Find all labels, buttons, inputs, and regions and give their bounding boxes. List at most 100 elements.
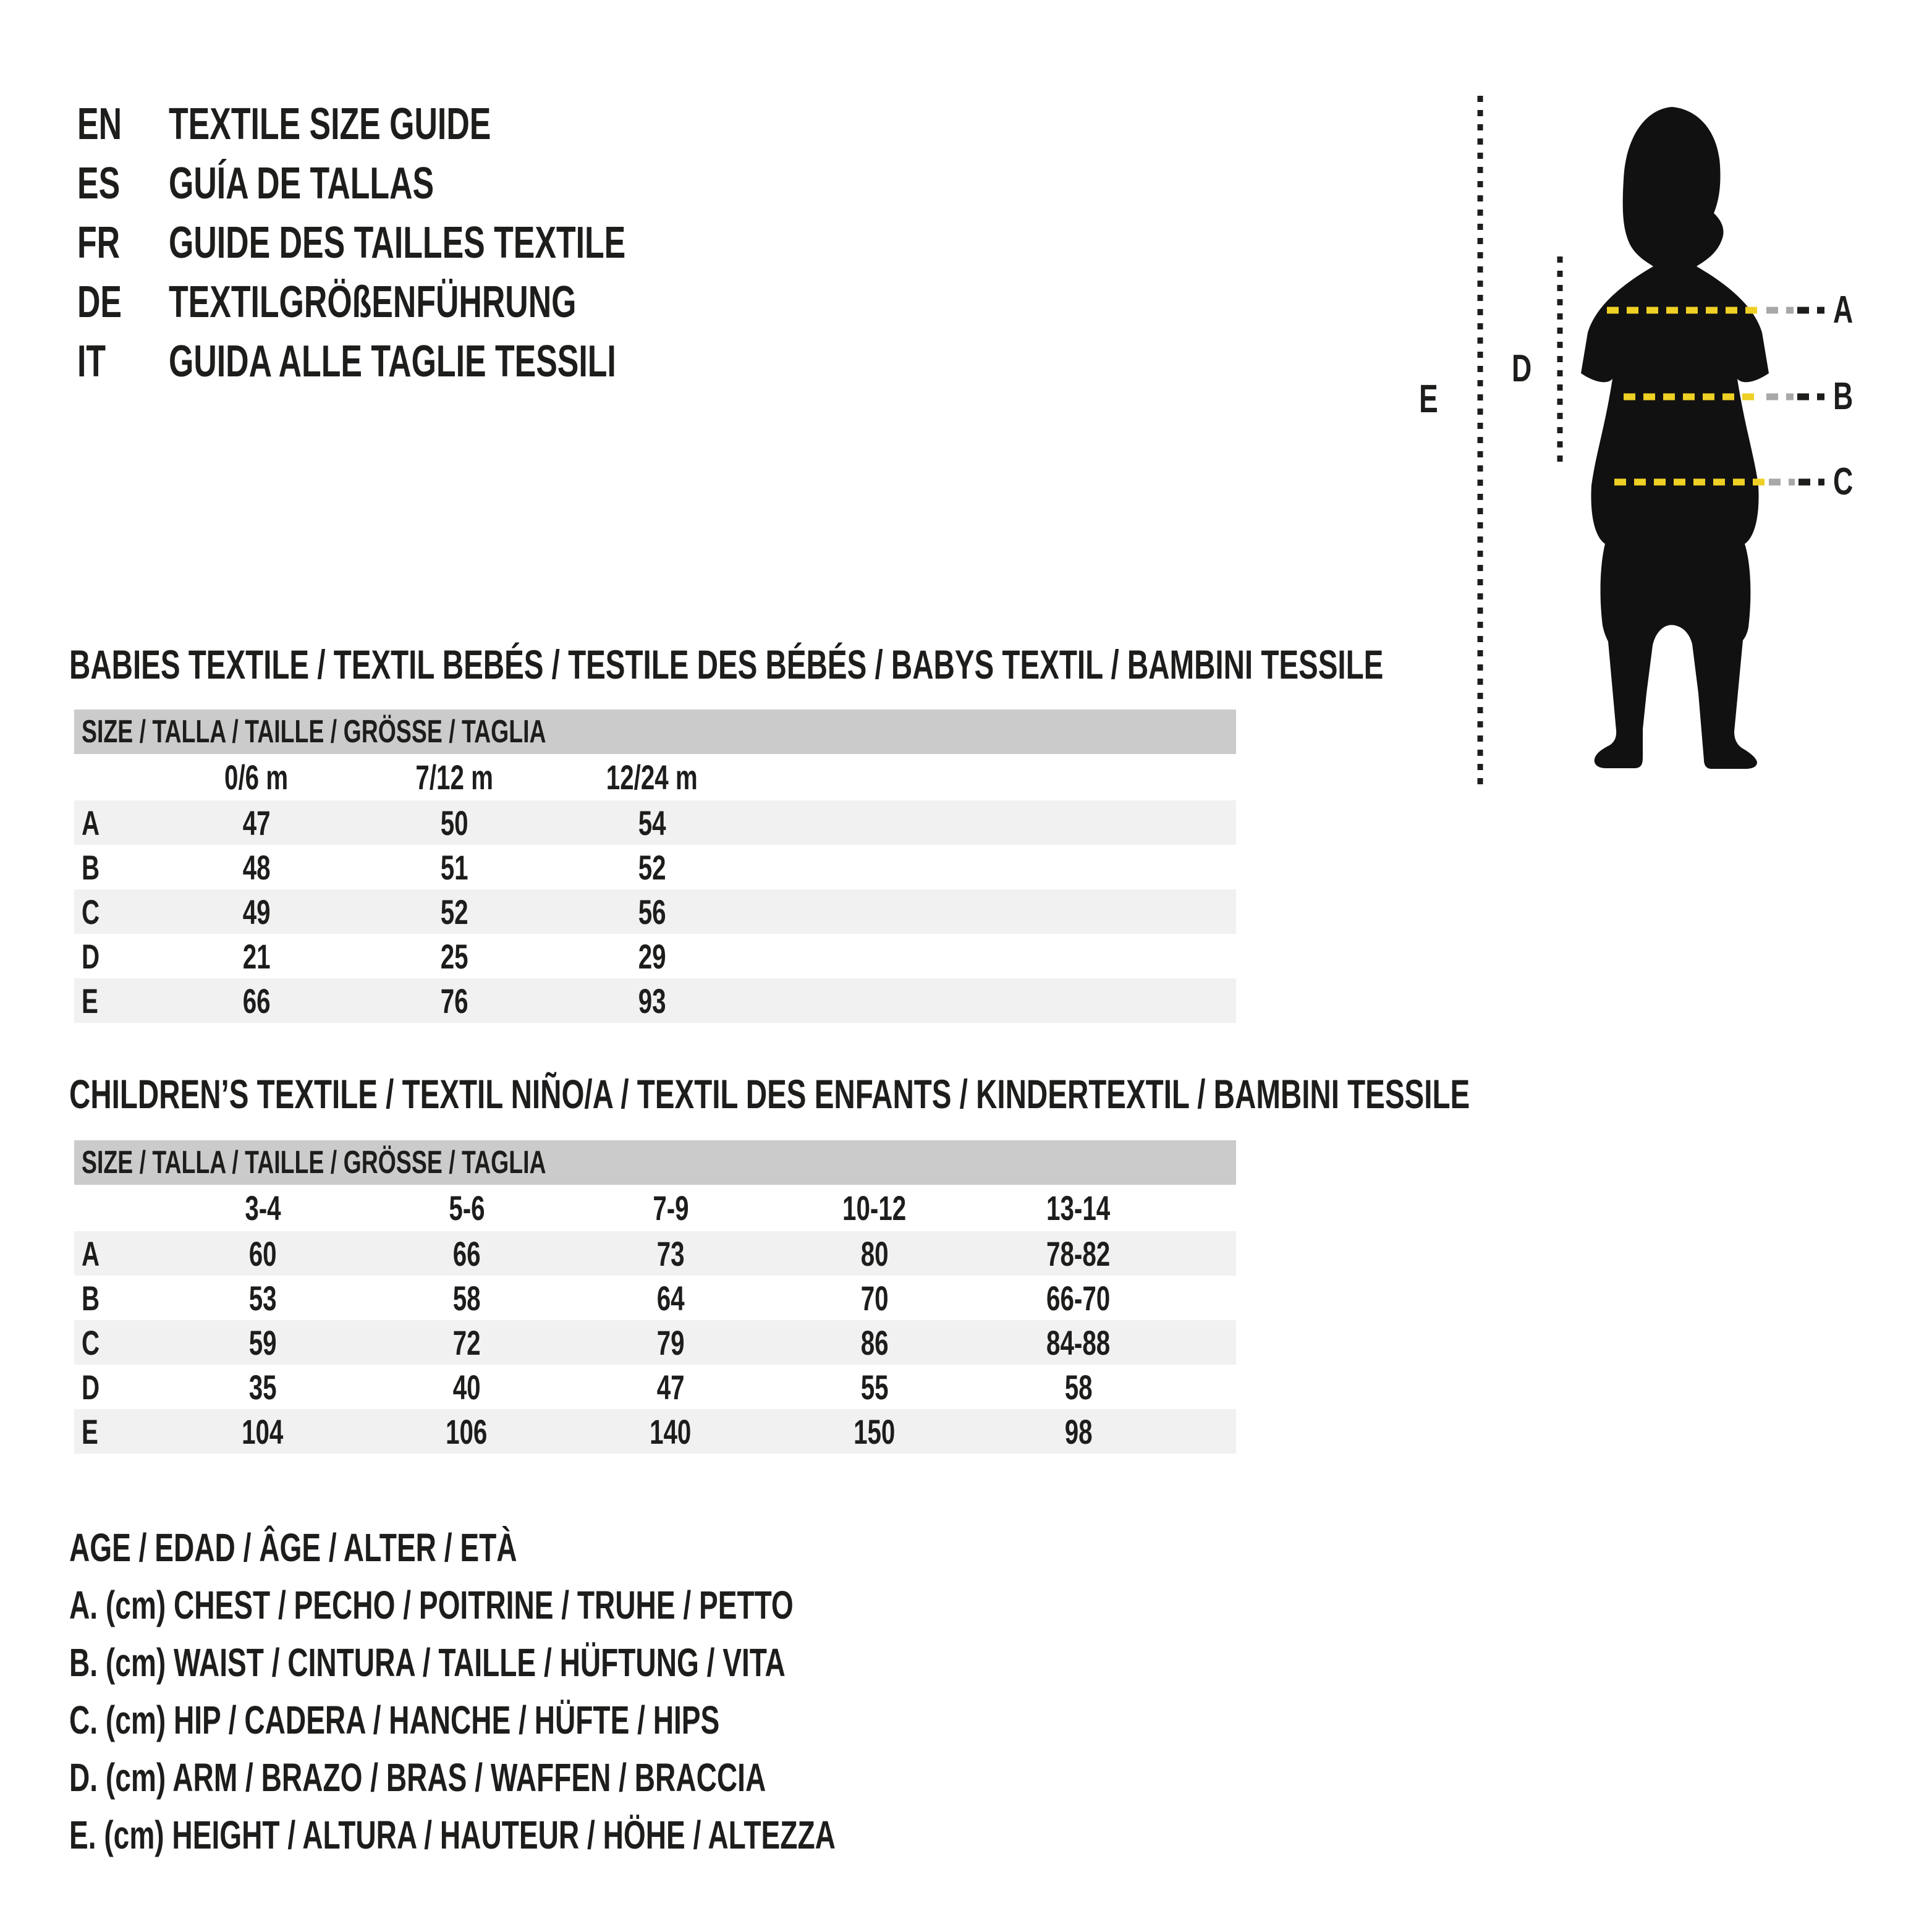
cell-value: 104 — [242, 1412, 284, 1451]
cell: 50 — [355, 803, 553, 843]
table-row: C 59 72 79 86 84-88 — [74, 1320, 1236, 1365]
cell: 29 — [553, 936, 751, 977]
cell: 79 — [569, 1323, 773, 1363]
legend-text: AGE / EDAD / ÂGE / ALTER / ETÀ — [69, 1525, 517, 1570]
column-header-text: 10-12 — [842, 1188, 907, 1227]
figure-label-b: B — [1833, 378, 1861, 416]
child-silhouette — [1581, 107, 1769, 769]
column-header: 7/12 m — [355, 757, 553, 797]
lang-code-box: IT — [77, 332, 169, 391]
babies-section-title-text: BABIES TEXTILE / TEXTIL BEBÉS / TESTILE … — [69, 642, 1384, 687]
row-label-text: A — [82, 803, 100, 842]
cell: 51 — [355, 847, 553, 888]
figure-label-a-text: A — [1833, 289, 1854, 331]
cell: 64 — [569, 1278, 773, 1318]
cell-value: 78-82 — [1046, 1234, 1111, 1273]
babies-table: SIZE / TALLA / TAILLE / GRÖSSE / TAGLIA … — [74, 710, 1236, 1023]
cell-value: 58 — [1064, 1367, 1093, 1407]
cell-value: 55 — [860, 1367, 889, 1407]
cell-value: 66 — [242, 981, 271, 1020]
lang-code: IT — [77, 337, 106, 386]
cell: 60 — [161, 1234, 365, 1274]
lang-row-es: ES GUÍA DE TALLAS — [77, 154, 803, 213]
legend-line-hip: C. (cm) HIP / CADERA / HANCHE / HÜFTE / … — [69, 1692, 1133, 1749]
cell: 66 — [365, 1234, 569, 1274]
figure-label-c: C — [1833, 463, 1861, 501]
cell: 25 — [355, 936, 553, 977]
cell-value: 72 — [452, 1323, 481, 1362]
cell: 59 — [161, 1323, 365, 1363]
lang-row-it: IT GUIDA ALLE TAGLIE TESSILI — [77, 332, 803, 391]
figure-label-d: D — [1512, 350, 1540, 388]
babies-size-header-text: SIZE / TALLA / TAILLE / GRÖSSE / TAGLIA — [82, 714, 546, 750]
column-header-text: 0/6 m — [224, 758, 289, 797]
figure-label-d-text: D — [1512, 347, 1532, 390]
legend-text: A. (cm) CHEST / PECHO / POITRINE / TRUHE… — [69, 1583, 794, 1627]
row-label-text: C — [82, 1323, 100, 1362]
cell-value: 76 — [440, 981, 468, 1020]
cell: 58 — [365, 1278, 569, 1318]
child-silhouette-figure — [1477, 96, 1824, 791]
guide-title: GUÍA DE TALLAS — [169, 159, 434, 208]
cell-value: 106 — [446, 1412, 488, 1451]
row-label: B — [74, 1278, 161, 1318]
cell-value: 25 — [440, 936, 468, 976]
legend-line-age: AGE / EDAD / ÂGE / ALTER / ETÀ — [69, 1519, 1133, 1577]
cell: 35 — [161, 1367, 365, 1407]
children-size-header-text: SIZE / TALLA / TAILLE / GRÖSSE / TAGLIA — [82, 1145, 546, 1180]
figure-label-b-text: B — [1833, 375, 1854, 418]
cell: 53 — [161, 1278, 365, 1318]
column-header: 12/24 m — [553, 757, 751, 797]
cell: 73 — [569, 1234, 773, 1274]
cell-value: 58 — [452, 1278, 481, 1318]
cell: 40 — [365, 1367, 569, 1407]
legend-text: E. (cm) HEIGHT / ALTURA / HAUTEUR / HÖHE… — [69, 1813, 836, 1857]
row-label: E — [74, 1412, 161, 1452]
legend-line-chest: A. (cm) CHEST / PECHO / POITRINE / TRUHE… — [69, 1577, 1133, 1634]
measurement-legend: AGE / EDAD / ÂGE / ALTER / ETÀ A. (cm) C… — [69, 1519, 1133, 1864]
table-row: C 49 52 56 — [74, 889, 1236, 934]
cell-value: 50 — [440, 803, 468, 842]
cell: 72 — [365, 1323, 569, 1363]
row-label: C — [74, 892, 158, 932]
cell: 58 — [977, 1367, 1180, 1407]
row-label-text: E — [82, 1412, 98, 1451]
babies-size-header-bar: SIZE / TALLA / TAILLE / GRÖSSE / TAGLIA — [74, 710, 1236, 754]
lang-code: DE — [77, 278, 122, 327]
cell-value: 150 — [854, 1412, 896, 1451]
cell: 47 — [569, 1367, 773, 1407]
row-label-text: B — [82, 1278, 100, 1318]
cell: 56 — [553, 892, 751, 932]
figure-label-e-text: E — [1419, 376, 1438, 421]
guide-title: GUIDE DES TAILLES TEXTILE — [169, 218, 626, 268]
cell: 93 — [553, 981, 751, 1021]
cell: 78-82 — [977, 1234, 1180, 1274]
row-label-text: E — [82, 981, 98, 1020]
cell-value: 53 — [248, 1278, 277, 1318]
table-row: E 66 76 93 — [74, 978, 1236, 1023]
cell: 54 — [553, 803, 751, 843]
table-row: A 60 66 73 80 78-82 — [74, 1231, 1236, 1276]
language-title-list: EN TEXTILE SIZE GUIDE ES GUÍA DE TALLAS … — [77, 95, 803, 391]
cell: 66-70 — [977, 1278, 1180, 1318]
cell-value: 79 — [656, 1323, 685, 1362]
cell-value: 86 — [860, 1323, 889, 1362]
lang-code-box: ES — [77, 154, 169, 213]
cell: 49 — [158, 892, 355, 932]
children-section-title-text: CHILDREN’S TEXTILE / TEXTIL NIÑO/A / TEX… — [69, 1071, 1470, 1117]
legend-line-height: E. (cm) HEIGHT / ALTURA / HAUTEUR / HÖHE… — [69, 1807, 1133, 1864]
cell-value: 73 — [656, 1234, 685, 1273]
cell-value: 66-70 — [1046, 1278, 1111, 1318]
legend-line-waist: B. (cm) WAIST / CINTURA / TAILLE / HÜFTU… — [69, 1634, 1133, 1692]
lang-code: ES — [77, 159, 121, 208]
legend-text: D. (cm) ARM / BRAZO / BRAS / WAFFEN / BR… — [69, 1755, 766, 1800]
cell-value: 35 — [248, 1367, 277, 1407]
cell: 84-88 — [977, 1323, 1180, 1363]
figure-label-c-text: C — [1833, 460, 1854, 503]
column-header-text: 12/24 m — [606, 758, 698, 797]
cell: 104 — [161, 1412, 365, 1452]
cell-value: 49 — [242, 892, 271, 931]
row-label-text: D — [82, 1367, 100, 1407]
cell-value: 47 — [656, 1367, 685, 1407]
cell: 80 — [773, 1234, 977, 1274]
